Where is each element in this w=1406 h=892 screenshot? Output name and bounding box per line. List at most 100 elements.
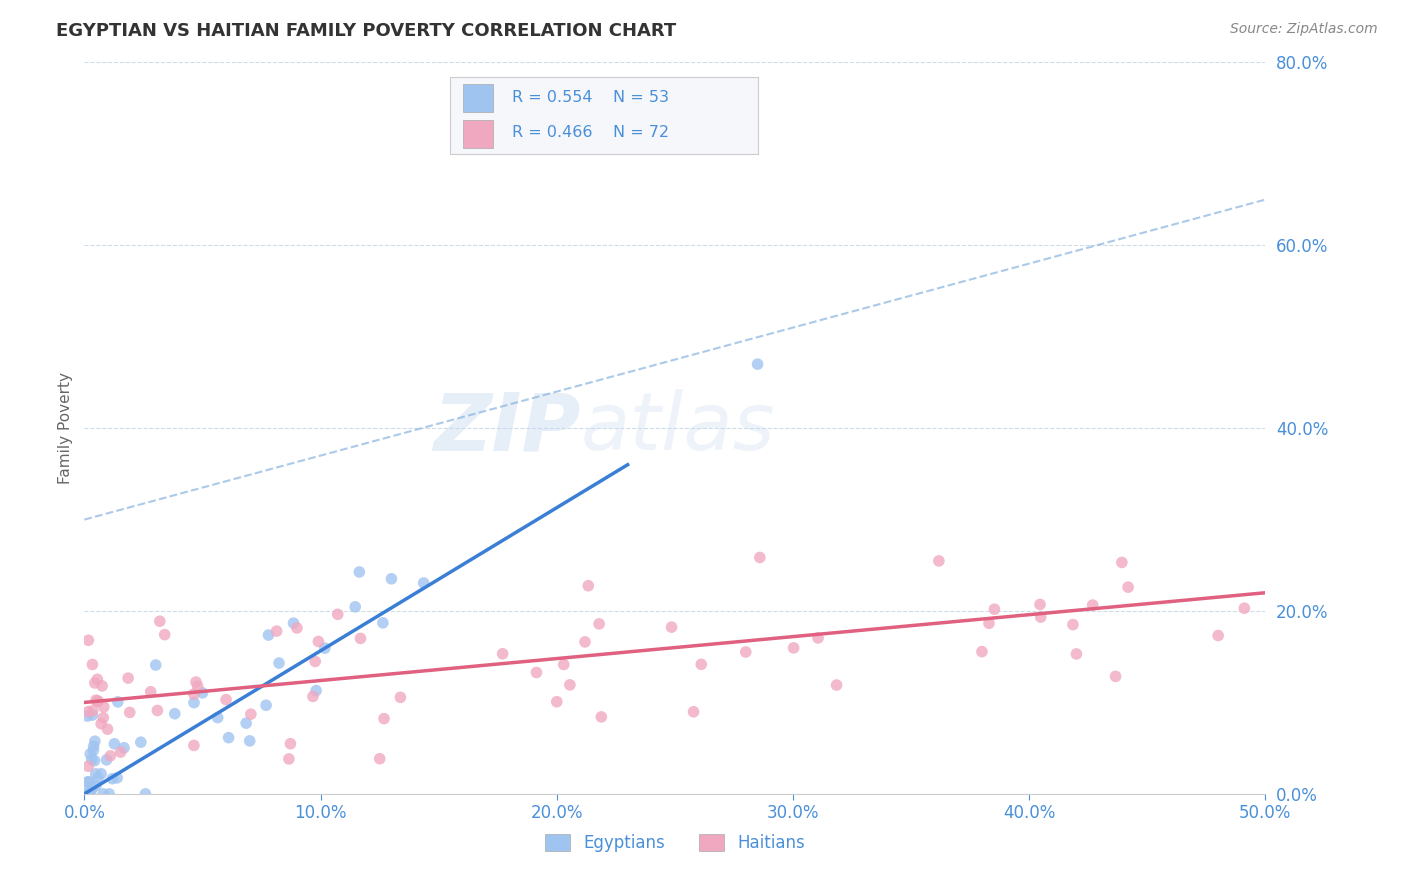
Point (368, 752, 391, 766)
Point (235, 716, 257, 731)
Point (690, 657, 713, 672)
Point (748, 550, 770, 565)
Point (349, 565, 371, 579)
Point (84, 693, 107, 707)
Point (1029, 598, 1052, 612)
Text: EGYPTIAN VS HAITIAN FAMILY POVERTY CORRELATION CHART: EGYPTIAN VS HAITIAN FAMILY POVERTY CORRE… (56, 22, 676, 40)
Point (782, 640, 804, 655)
Point (110, 745, 132, 759)
Point (129, 735, 152, 749)
Point (389, 690, 412, 705)
Point (84, 779, 107, 793)
Point (82, 704, 104, 718)
Point (254, 698, 277, 713)
Point (91, 711, 114, 725)
Point (187, 679, 209, 693)
Point (183, 687, 205, 701)
Point (184, 675, 207, 690)
Point (77, 775, 100, 789)
Point (82, 708, 104, 723)
Point (86, 694, 108, 708)
Point (215, 692, 238, 706)
Point (76, 709, 98, 723)
Point (807, 631, 830, 645)
Point (553, 657, 575, 672)
Point (267, 656, 290, 670)
Point (218, 731, 240, 745)
Point (91, 787, 114, 801)
Text: ZIP: ZIP (433, 389, 581, 467)
Point (83, 676, 105, 690)
Point (1081, 598, 1104, 612)
Point (83, 754, 105, 768)
Point (412, 576, 434, 591)
Point (79, 787, 101, 801)
Point (98, 748, 121, 763)
Point (82, 780, 104, 795)
Point (574, 635, 596, 649)
Point (77, 787, 100, 801)
Point (314, 641, 336, 656)
Point (371, 615, 394, 630)
Point (266, 624, 288, 639)
Point (280, 737, 302, 751)
Point (149, 614, 172, 628)
Point (153, 627, 176, 641)
Point (87, 694, 110, 708)
Point (1206, 628, 1229, 642)
Point (304, 655, 326, 669)
Point (77, 787, 100, 801)
Point (373, 712, 395, 726)
Point (285, 621, 308, 635)
Point (86, 673, 108, 687)
Legend: Egyptians, Haitians: Egyptians, Haitians (538, 827, 811, 859)
Point (80, 787, 103, 801)
Point (163, 706, 186, 721)
Point (105, 771, 128, 785)
Point (1104, 669, 1126, 683)
Point (134, 787, 156, 801)
Point (207, 710, 229, 724)
Point (87, 771, 110, 785)
Point (90, 766, 112, 780)
Point (98, 787, 121, 801)
Point (77, 787, 100, 801)
Point (734, 645, 756, 659)
Point (146, 704, 169, 718)
Point (239, 707, 262, 722)
Point (1116, 580, 1139, 594)
Point (77, 775, 100, 789)
Point (107, 695, 129, 709)
Point (83, 739, 105, 754)
Point (257, 628, 280, 642)
Point (1111, 556, 1133, 570)
Point (145, 658, 167, 673)
Point (191, 686, 214, 700)
Point (82, 657, 104, 672)
Point (118, 706, 141, 720)
Point (96, 753, 118, 767)
Point (344, 599, 367, 614)
Point (90, 716, 112, 731)
Point (93, 700, 115, 714)
Point (77, 633, 100, 648)
Point (91, 679, 114, 693)
Point (576, 579, 599, 593)
Point (103, 737, 125, 751)
Point (349, 632, 371, 646)
Point (326, 607, 349, 622)
Point (591, 710, 613, 724)
Point (302, 690, 325, 704)
Text: Source: ZipAtlas.com: Source: ZipAtlas.com (1230, 22, 1378, 37)
Point (661, 620, 683, 634)
Point (139, 685, 162, 699)
Point (928, 554, 950, 568)
Point (79, 787, 101, 801)
Point (183, 739, 205, 753)
Point (1233, 601, 1256, 615)
Point (588, 616, 610, 631)
Point (546, 695, 568, 709)
Text: atlas: atlas (581, 389, 775, 467)
Point (307, 634, 329, 648)
Point (305, 683, 328, 698)
